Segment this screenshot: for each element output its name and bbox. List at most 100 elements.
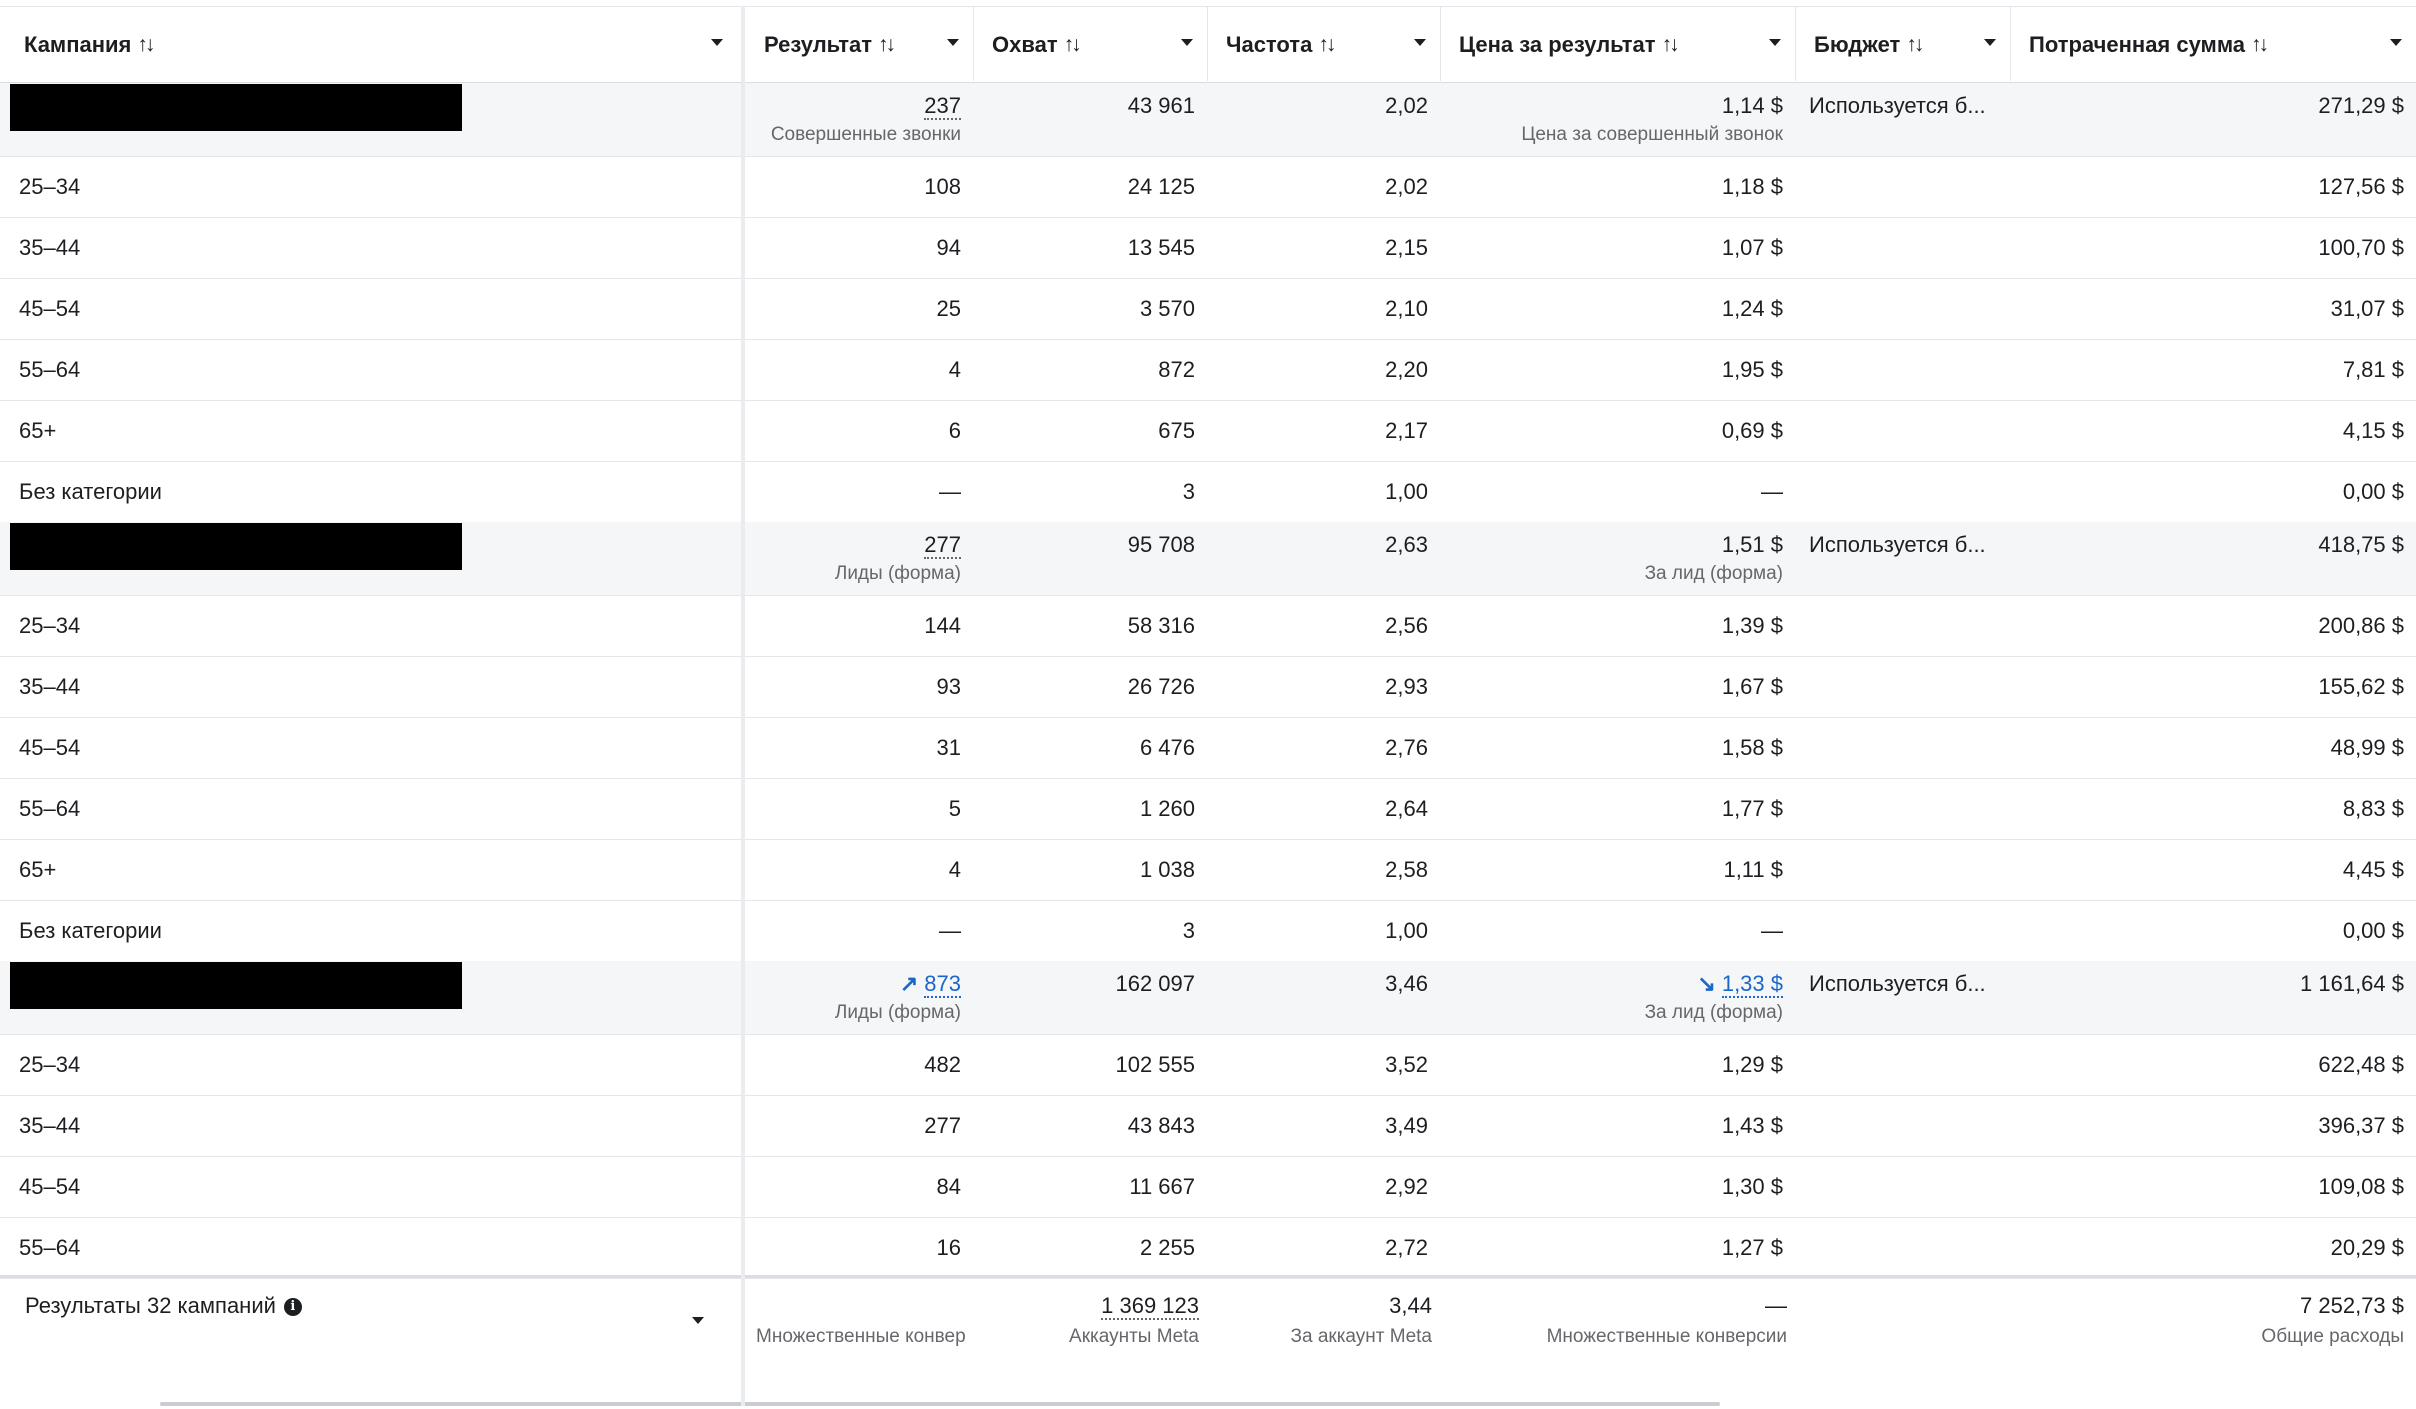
reach-value: 11 667 bbox=[1129, 1174, 1195, 1200]
value-text: 102 555 bbox=[1115, 1052, 1195, 1077]
value-text: 271,29 $ bbox=[2318, 93, 2404, 118]
result-value[interactable]: ↗ 873 bbox=[899, 971, 961, 998]
value-text: 1,11 $ bbox=[1723, 857, 1783, 882]
breakdown-row[interactable]: 55–64 16 2 255 2,72 1,27 $ 20,29 $ bbox=[0, 1217, 2416, 1279]
value-text: 1,58 $ bbox=[1721, 735, 1783, 760]
reach-value: 24 125 bbox=[1128, 174, 1195, 200]
horizontal-scrollbar[interactable] bbox=[160, 1402, 1720, 1406]
value-text: 396,37 $ bbox=[2318, 1113, 2404, 1138]
cost-per-result-value[interactable]: 1,51 $ bbox=[1722, 532, 1783, 558]
breakdown-row[interactable]: 65+ 6 675 2,17 0,69 $ 4,15 $ bbox=[0, 400, 2416, 462]
column-divider bbox=[741, 6, 745, 1406]
breakdown-row[interactable]: Без категории — 3 1,00 — 0,00 $ bbox=[0, 900, 2416, 962]
cost-type-label: Цена за совершенный звонок bbox=[1521, 124, 1783, 145]
value-text: 4,45 $ bbox=[2342, 857, 2404, 882]
header-result[interactable]: Результат ↑↓ bbox=[764, 7, 931, 82]
footer-cost-per-result-value: — bbox=[1765, 1293, 1787, 1319]
breakdown-row[interactable]: 25–34 482 102 555 3,52 1,29 $ 622,48 $ bbox=[0, 1034, 2416, 1096]
result-type-label: Совершенные звонки bbox=[770, 124, 961, 145]
sort-icon[interactable]: ↑↓ bbox=[2251, 32, 2269, 56]
value-text: 3,46 bbox=[1385, 971, 1428, 996]
value-text: 1,14 $ bbox=[1721, 93, 1783, 118]
reach-value: 43 961 bbox=[1128, 93, 1195, 119]
value-text: 2,63 bbox=[1385, 532, 1428, 557]
age-label: 35–44 bbox=[19, 235, 81, 260]
age-label: 55–64 bbox=[19, 357, 81, 382]
result-value: 25 bbox=[937, 296, 961, 322]
chevron-down-icon[interactable] bbox=[711, 39, 723, 46]
value-text: 3 bbox=[1182, 918, 1195, 943]
table-footer: Результаты 32 кампаний i Множественные кон… bbox=[0, 1275, 2416, 1409]
value-text: 0,69 $ bbox=[1721, 418, 1783, 443]
result-value: 482 bbox=[924, 1052, 961, 1078]
result-value: 16 bbox=[937, 1235, 961, 1261]
value-text: 482 bbox=[924, 1052, 961, 1077]
chevron-down-icon[interactable] bbox=[1769, 39, 1781, 46]
sort-icon[interactable]: ↑↓ bbox=[1906, 32, 1924, 56]
footer-title: Результаты 32 кампаний i bbox=[25, 1293, 302, 1319]
breakdown-row[interactable]: 55–64 4 872 2,20 1,95 $ 7,81 $ bbox=[0, 339, 2416, 401]
header-campaign[interactable]: Кампания ↑↓ bbox=[24, 7, 707, 82]
header-label: Частота bbox=[1226, 31, 1313, 57]
breakdown-row[interactable]: 35–44 94 13 545 2,15 1,07 $ 100,70 $ bbox=[0, 217, 2416, 279]
breakdown-row[interactable]: 25–34 144 58 316 2,56 1,39 $ 200,86 $ bbox=[0, 595, 2416, 657]
breakdown-row[interactable]: 35–44 277 43 843 3,49 1,43 $ 396,37 $ bbox=[0, 1095, 2416, 1157]
value-text: 622,48 $ bbox=[2318, 1052, 2404, 1077]
result-value[interactable]: 237 bbox=[924, 93, 961, 120]
sort-icon[interactable]: ↑↓ bbox=[137, 32, 155, 56]
chevron-down-icon[interactable] bbox=[947, 39, 959, 46]
chevron-down-icon[interactable] bbox=[1984, 39, 1996, 46]
header-amount-spent[interactable]: Потраченная сумма ↑↓ bbox=[2029, 7, 2374, 82]
info-icon[interactable]: i bbox=[283, 1298, 302, 1317]
cost-per-result-value: 1,30 $ bbox=[1722, 1174, 1783, 1200]
result-value[interactable]: 277 bbox=[924, 532, 961, 559]
value-text: 1,30 $ bbox=[1721, 1174, 1783, 1199]
sort-icon[interactable]: ↑↓ bbox=[1063, 32, 1082, 56]
chevron-down-icon[interactable] bbox=[1414, 39, 1426, 46]
frequency-value: 1,00 bbox=[1385, 918, 1428, 944]
breakdown-row[interactable]: 65+ 4 1 038 2,58 1,11 $ 4,45 $ bbox=[0, 839, 2416, 901]
cost-per-result-value[interactable]: ↘ 1,33 $ bbox=[1697, 971, 1783, 998]
sort-icon[interactable]: ↑↓ bbox=[878, 32, 896, 56]
trend-up-icon: ↗ bbox=[899, 971, 919, 996]
breakdown-row[interactable]: 45–54 84 11 667 2,92 1,30 $ 109,08 $ bbox=[0, 1156, 2416, 1218]
breakdown-row[interactable]: 35–44 93 26 726 2,93 1,67 $ 155,62 $ bbox=[0, 656, 2416, 718]
header-frequency[interactable]: Частота ↑↓ bbox=[1226, 7, 1398, 82]
value-text: 872 bbox=[1158, 357, 1195, 382]
breakdown-row[interactable]: 25–34 108 24 125 2,02 1,18 $ 127,56 $ bbox=[0, 156, 2416, 218]
header-cost-per-result[interactable]: Цена за результат ↑↓ bbox=[1459, 7, 1753, 82]
value-text: 6 476 bbox=[1139, 735, 1195, 760]
value-text: 1,29 $ bbox=[1721, 1052, 1783, 1077]
breakdown-row[interactable]: 55–64 5 1 260 2,64 1,77 $ 8,83 $ bbox=[0, 778, 2416, 840]
sort-icon[interactable]: ↑↓ bbox=[1661, 32, 1680, 56]
header-budget[interactable]: Бюджет ↑↓ bbox=[1814, 7, 1968, 82]
sort-icon[interactable]: ↑↓ bbox=[1318, 32, 1336, 56]
value-text: 100,70 $ bbox=[2318, 235, 2404, 260]
chevron-down-icon[interactable] bbox=[692, 1317, 704, 1324]
chevron-down-icon[interactable] bbox=[1181, 39, 1193, 46]
value-text: — bbox=[1761, 479, 1783, 504]
campaign-row[interactable]: ↗ 873 Лиды (форма) 162 097 3,46 ↘ 1,33 $ За лид… bbox=[0, 961, 2416, 1035]
cost-per-result-value: 1,58 $ bbox=[1722, 735, 1783, 761]
amount-spent-value: 200,86 $ bbox=[2318, 613, 2404, 639]
amount-spent-value: 100,70 $ bbox=[2318, 235, 2404, 261]
breakdown-row[interactable]: 45–54 31 6 476 2,76 1,58 $ 48,99 $ bbox=[0, 717, 2416, 779]
reach-value: 58 316 bbox=[1128, 613, 1195, 639]
breakdown-row[interactable]: Без категории — 3 1,00 — 0,00 $ bbox=[0, 461, 2416, 523]
breakdown-row[interactable]: 45–54 25 3 570 2,10 1,24 $ 31,07 $ bbox=[0, 278, 2416, 340]
value-text: 109,08 $ bbox=[2318, 1174, 2404, 1199]
cost-per-result-value: 1,27 $ bbox=[1722, 1235, 1783, 1261]
value-text: 2,02 bbox=[1385, 174, 1428, 199]
value-text: 84 bbox=[936, 1174, 961, 1199]
age-label: 65+ bbox=[19, 418, 57, 443]
campaign-row[interactable]: 237 Совершенные звонки 43 961 2,02 1,14 $ Цен… bbox=[0, 83, 2416, 157]
amount-spent-value: 109,08 $ bbox=[2318, 1174, 2404, 1200]
value-text: 5 bbox=[948, 796, 961, 821]
value-text: 26 726 bbox=[1127, 674, 1195, 699]
header-reach[interactable]: Охват ↑↓ bbox=[992, 7, 1165, 82]
campaign-row[interactable]: 277 Лиды (форма) 95 708 2,63 1,51 $ За лид (ф… bbox=[0, 522, 2416, 596]
value-text: 7,81 $ bbox=[2342, 357, 2404, 382]
chevron-down-icon[interactable] bbox=[2390, 39, 2402, 46]
cost-per-result-value[interactable]: 1,14 $ bbox=[1722, 93, 1783, 119]
